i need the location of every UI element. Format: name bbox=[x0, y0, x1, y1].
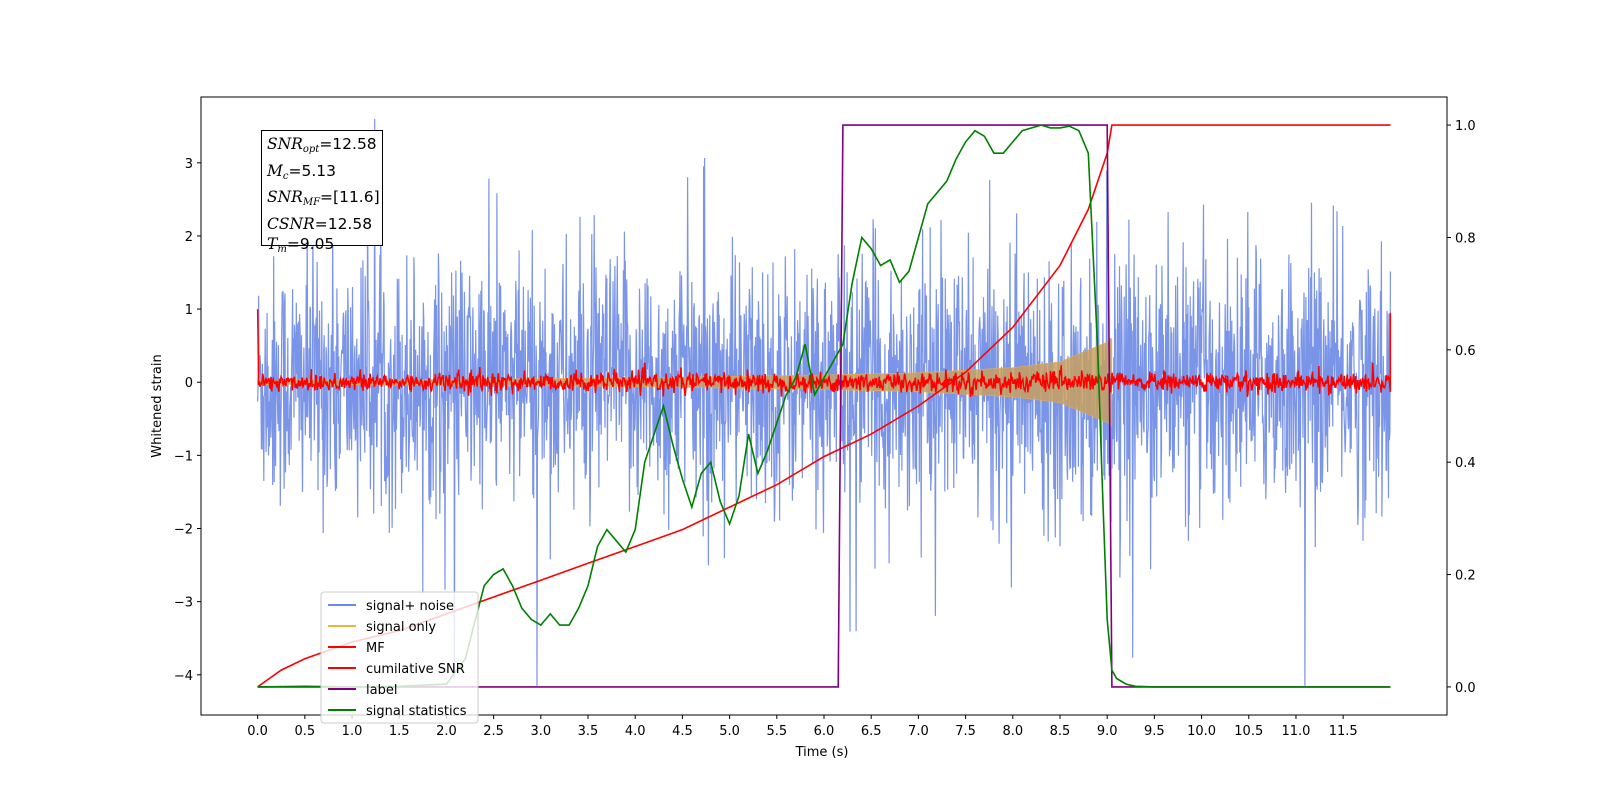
x-tick-label: 11.5 bbox=[1329, 724, 1358, 739]
y-tick-label: −4 bbox=[174, 669, 193, 684]
signal-statistics-line bbox=[257, 124, 1391, 688]
y-right-tick-label: 0.0 bbox=[1455, 681, 1476, 696]
y-tick-label: −1 bbox=[174, 449, 193, 464]
signal-noise-path bbox=[257, 118, 1391, 686]
legend-label-signal-only: signal only bbox=[366, 620, 436, 635]
x-tick-label: 7.0 bbox=[908, 724, 929, 739]
legend-label-cumulative-snr: cumilative SNR bbox=[366, 662, 465, 677]
y-axis-right: 1.0 0.8 0.6 0.4 0.2 0.0 bbox=[1447, 119, 1476, 696]
y-tick-label: 1 bbox=[185, 303, 193, 318]
y-right-tick-label: 0.4 bbox=[1455, 456, 1476, 471]
x-tick-label: 8.5 bbox=[1050, 724, 1071, 739]
legend-label-mf: MF bbox=[366, 641, 385, 656]
x-tick-label: 0.0 bbox=[247, 724, 268, 739]
tm-value: =9.05 bbox=[286, 235, 335, 253]
x-tick-label: 5.0 bbox=[719, 724, 740, 739]
legend-box bbox=[320, 591, 479, 724]
x-tick-label: 6.5 bbox=[861, 724, 882, 739]
snr-opt-row: SNRopt=12.58 bbox=[267, 135, 377, 155]
x-tick-label: 11.0 bbox=[1281, 724, 1310, 739]
x-tick-label: 9.0 bbox=[1097, 724, 1118, 739]
legend-label-label: label bbox=[366, 683, 397, 698]
y-right-tick-label: 0.8 bbox=[1455, 231, 1476, 246]
y-axis-left: 3 2 1 0 −1 −2 −3 −4 bbox=[174, 157, 201, 684]
y-right-tick-label: 0.6 bbox=[1455, 344, 1476, 359]
csnr-value: =12.58 bbox=[314, 214, 373, 233]
y-tick-label: −3 bbox=[174, 596, 193, 611]
y-right-tick-label: 0.2 bbox=[1455, 569, 1476, 584]
y-axis-label: Whitened strain bbox=[150, 354, 165, 457]
x-tick-label: 2.5 bbox=[483, 724, 504, 739]
x-tick-label: 6.0 bbox=[814, 724, 835, 739]
x-tick-label: 1.0 bbox=[342, 724, 363, 739]
x-axis-label: Time (s) bbox=[795, 745, 849, 760]
x-tick-label: 8.0 bbox=[1002, 724, 1023, 739]
y-right-tick-label: 1.0 bbox=[1455, 119, 1476, 134]
x-tick-label: 10.5 bbox=[1234, 724, 1263, 739]
x-tick-label: 2.0 bbox=[436, 724, 457, 739]
x-tick-label: 4.5 bbox=[672, 724, 693, 739]
x-axis: 0.0 0.5 1.0 1.5 2.0 2.5 3.0 3.5 4.0 4.5 5.0 5.5 6.0 6… bbox=[247, 715, 1358, 739]
x-tick-label: 3.5 bbox=[578, 724, 599, 739]
legend-label-signal-noise: signal+ noise bbox=[366, 599, 454, 614]
signal-noise-line bbox=[257, 118, 1391, 686]
x-tick-label: 0.5 bbox=[294, 724, 315, 739]
x-tick-label: 5.5 bbox=[766, 724, 787, 739]
legend-label-signal-statistics: signal statistics bbox=[366, 704, 467, 719]
snr-opt-value: =12.58 bbox=[319, 135, 377, 153]
mc-value: =5.13 bbox=[288, 161, 336, 180]
x-tick-label: 3.0 bbox=[530, 724, 551, 739]
tm-row: Tm=9.05 bbox=[267, 235, 335, 255]
x-tick-label: 7.5 bbox=[955, 724, 976, 739]
legend: signal+ noise signal only MF cumilative … bbox=[320, 591, 479, 724]
stats-annotation-box: SNRopt=12.58 Mc=5.13 SNRMF=[11.6] CSNR=1… bbox=[261, 130, 383, 255]
x-tick-label: 1.5 bbox=[389, 724, 410, 739]
y-tick-label: 0 bbox=[185, 376, 193, 391]
csnr-row: CSNR=12.58 bbox=[267, 214, 373, 233]
mc-row: Mc=5.13 bbox=[267, 161, 336, 182]
y-tick-label: 3 bbox=[185, 157, 193, 172]
signal-statistics-path bbox=[257, 124, 1391, 688]
x-tick-label: 10.0 bbox=[1187, 724, 1216, 739]
snr-mf-value: =[11.6] bbox=[320, 188, 380, 206]
x-tick-label: 4.0 bbox=[625, 724, 646, 739]
y-tick-label: −2 bbox=[174, 523, 193, 538]
x-tick-label: 9.5 bbox=[1144, 724, 1165, 739]
snr-mf-row: SNRMF=[11.6] bbox=[267, 188, 380, 208]
y-tick-label: 2 bbox=[185, 230, 193, 245]
